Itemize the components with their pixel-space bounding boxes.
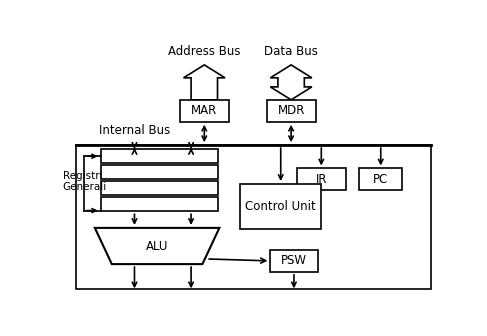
Text: PSW: PSW	[281, 254, 307, 267]
Bar	[266, 100, 316, 122]
Text: ALU: ALU	[146, 240, 169, 252]
Bar	[359, 168, 402, 191]
Text: IR: IR	[316, 173, 327, 186]
Bar	[180, 100, 229, 122]
Bar	[297, 168, 346, 191]
Bar	[100, 197, 218, 211]
Bar	[100, 181, 218, 195]
Polygon shape	[95, 228, 219, 264]
Polygon shape	[270, 65, 312, 100]
Text: MAR: MAR	[191, 104, 217, 117]
Text: Data Bus: Data Bus	[264, 45, 318, 58]
Text: PC: PC	[373, 173, 388, 186]
Bar	[76, 145, 431, 289]
Polygon shape	[184, 65, 225, 100]
Bar	[240, 184, 321, 229]
Bar	[270, 250, 318, 272]
Text: Control Unit: Control Unit	[245, 200, 316, 213]
Bar	[100, 149, 218, 163]
Text: Registri
Generali: Registri Generali	[63, 171, 107, 192]
Text: MDR: MDR	[278, 104, 305, 117]
Text: Internal Bus: Internal Bus	[99, 124, 170, 137]
Bar	[100, 165, 218, 179]
Text: Address Bus: Address Bus	[168, 45, 241, 58]
